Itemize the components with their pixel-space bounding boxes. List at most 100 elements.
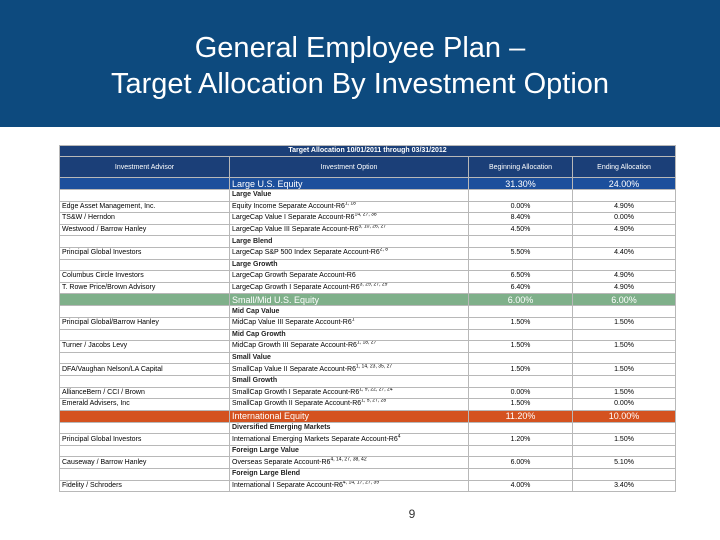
group-row: Large Blend — [59, 235, 677, 248]
group-spacer — [59, 258, 230, 272]
ending: 1.50% — [571, 386, 677, 400]
section-beginning: 31.30% — [468, 177, 573, 190]
group-row: Large Growth — [59, 258, 677, 272]
footnote-ref: 1, 18 — [344, 201, 356, 207]
option: International I Separate Account-R6 — [232, 481, 343, 489]
group-spacer — [468, 351, 573, 365]
advisor: Fidelity / Schroders — [59, 479, 230, 493]
data-row: T. Rowe Price/Brown Advisory LargeCap Gro… — [59, 281, 677, 295]
section-spacer — [59, 409, 230, 423]
footnote-ref: 3, 10, 26, 27 — [358, 224, 387, 230]
group-row: Foreign Large Blend — [59, 468, 677, 481]
option: LargeCap S&P 500 Index Separate Account-… — [232, 249, 380, 257]
ending: 4.90% — [571, 270, 677, 283]
group-spacer — [59, 374, 230, 388]
beginning: 6.40% — [468, 281, 573, 295]
group-label: Mid Cap Growth — [229, 328, 469, 342]
page-number: 9 — [408, 507, 416, 521]
option-cell: LargeCap Growth I Separate Account-R63, … — [229, 281, 469, 295]
section-ending: 10.00% — [571, 409, 677, 423]
data-row: Principal Global Investors International … — [59, 433, 677, 446]
footnote-ref: 14, 27, 38 — [354, 212, 377, 219]
section-label: International Equity — [229, 409, 469, 423]
data-row: Edge Asset Management, Inc. Equity Income… — [59, 200, 677, 214]
footnote-ref: 3, 29, 27, 29 — [359, 282, 388, 288]
section-ending: 6.00% — [571, 293, 677, 307]
column-header: Ending Allocation — [571, 156, 677, 178]
footnote-ref: 1, 14, 23, 35, 27 — [356, 363, 393, 370]
section-row: Large U.S. Equity 31.30% 24.00% — [59, 177, 677, 190]
footnote-ref: 1 — [351, 317, 355, 323]
footnote-ref: 1, 18, 27 — [356, 340, 377, 347]
table-body: Target Allocation 10/01/2011 through 03/… — [58, 145, 677, 493]
advisor: Causeway / Barrow Hanley — [59, 456, 230, 470]
advisor: AllianceBern / CCI / Brown — [59, 386, 230, 400]
footnote-ref: 4, 14, 27, 38, 42 — [330, 456, 367, 463]
advisor: Columbus Circle Investors — [59, 270, 230, 283]
group-spacer — [59, 468, 230, 481]
allocation-table: Target Allocation 10/01/2011 through 03/… — [58, 145, 677, 493]
caption: Target Allocation 10/01/2011 through 03/… — [58, 145, 677, 157]
group-spacer — [571, 444, 677, 458]
option: LargeCap Growth I Separate Account-R6 — [232, 284, 360, 292]
footnote-ref: 4, 14, 17, 27, 39 — [342, 480, 380, 486]
option-cell: SmallCap Value II Separate Account-R61, … — [229, 363, 469, 376]
group-spacer — [468, 374, 573, 388]
section-row: Small/Mid U.S. Equity 6.00% 6.00% — [59, 293, 677, 307]
group-spacer — [468, 189, 573, 202]
section-beginning: 6.00% — [468, 293, 573, 307]
beginning: 4.00% — [468, 479, 573, 493]
option-cell: LargeCap Growth Separate Account-R6 — [229, 270, 469, 283]
option: LargeCap Growth Separate Account-R6 — [232, 272, 356, 280]
group-label: Large Blend — [229, 235, 469, 248]
option-cell: Overseas Separate Account-R64, 14, 27, 3… — [229, 456, 469, 470]
ending: 0.00% — [571, 398, 677, 411]
caption-row: Target Allocation 10/01/2011 through 03/… — [58, 145, 677, 157]
option: MidCap Growth III Separate Account-R6 — [232, 342, 357, 350]
option-cell: International Emerging Markets Separate … — [229, 433, 469, 446]
ending: 1.50% — [571, 316, 677, 330]
data-row: Emerald Advisers, Inc SmallCap Growth II … — [59, 398, 677, 411]
section-label: Small/Mid U.S. Equity — [229, 293, 469, 307]
data-row: TS&W / Herndon LargeCap Value I Separate … — [59, 212, 677, 225]
advisor: Principal Global/Barrow Hanley — [59, 316, 230, 330]
group-spacer — [468, 328, 573, 342]
data-row: Causeway / Barrow Hanley Overseas Separat… — [59, 456, 677, 470]
option: SmallCap Growth II Separate Account-R6 — [232, 400, 362, 408]
section-spacer — [59, 293, 230, 307]
advisor: TS&W / Herndon — [59, 212, 230, 225]
group-spacer — [571, 351, 677, 365]
advisor: Emerald Advisers, Inc — [59, 398, 230, 411]
group-label: Small Value — [229, 351, 469, 365]
group-spacer — [468, 421, 573, 435]
option-cell: Equity Income Separate Account-R61, 18 — [229, 200, 469, 214]
advisor: Turner / Jacobs Levy — [59, 340, 230, 353]
beginning: 1.50% — [468, 363, 573, 376]
beginning: 1.50% — [468, 316, 573, 330]
group-row: Small Growth — [59, 374, 677, 388]
title-banner: General Employee Plan – Target Allocatio… — [0, 0, 720, 127]
section-spacer — [59, 177, 230, 190]
beginning: 6.50% — [468, 270, 573, 283]
title-line: General Employee Plan – — [194, 32, 526, 64]
option: MidCap Value III Separate Account-R6 — [232, 319, 352, 327]
group-spacer — [468, 258, 573, 272]
data-row: Columbus Circle Investors LargeCap Growth… — [59, 270, 677, 283]
data-row: DFA/Vaughan Nelson/LA Capital SmallCap Va… — [59, 363, 677, 376]
group-spacer — [571, 468, 677, 481]
group-spacer — [571, 305, 677, 318]
option-cell: LargeCap S&P 500 Index Separate Account-… — [229, 246, 469, 260]
ending: 0.00% — [571, 212, 677, 225]
option: Equity Income Separate Account-R6 — [232, 202, 345, 210]
group-label: Mid Cap Value — [229, 305, 469, 318]
group-spacer — [571, 421, 677, 435]
ending: 4.90% — [571, 223, 677, 237]
group-row: Mid Cap Value — [59, 305, 677, 318]
group-row: Foreign Large Value — [59, 444, 677, 458]
group-spacer — [59, 351, 230, 365]
data-row: AllianceBern / CCI / Brown SmallCap Growt… — [59, 386, 677, 400]
footnote-ref: 1, 5, 27, 28 — [361, 398, 387, 405]
advisor: Edge Asset Management, Inc. — [59, 200, 230, 214]
ending: 4.90% — [571, 200, 677, 214]
group-label: Large Value — [229, 189, 469, 202]
